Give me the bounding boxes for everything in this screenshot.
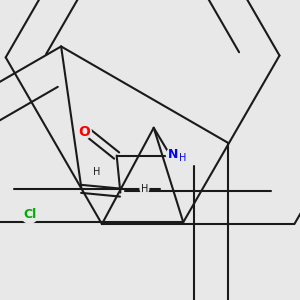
Text: Cl: Cl	[23, 208, 36, 221]
Text: N: N	[168, 148, 178, 161]
Circle shape	[21, 206, 38, 223]
Circle shape	[92, 168, 100, 177]
Circle shape	[167, 148, 180, 161]
Circle shape	[179, 154, 188, 163]
Circle shape	[140, 184, 149, 193]
Text: O: O	[78, 125, 90, 139]
Text: H: H	[93, 167, 100, 177]
Text: H: H	[141, 184, 148, 194]
Circle shape	[76, 124, 91, 139]
Text: H: H	[179, 153, 187, 163]
